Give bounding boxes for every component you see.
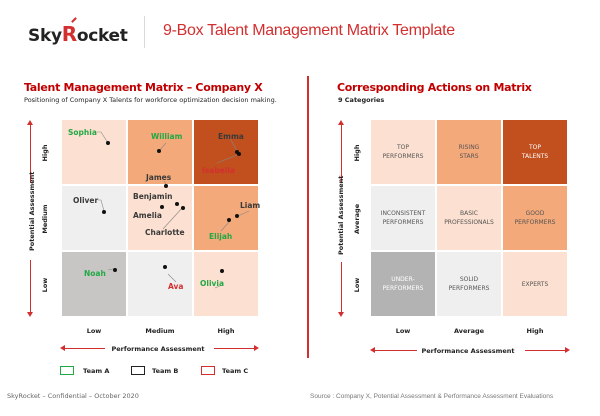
right-performance-axis-right-line bbox=[525, 350, 565, 351]
footer-confidential: SkyRocket – Confidential – October 2020 bbox=[7, 392, 139, 400]
talent-name-olivia: Olivia bbox=[200, 279, 225, 288]
legend-swatch-team-c bbox=[201, 366, 215, 375]
potential-axis-up-line bbox=[30, 125, 31, 183]
talent-marker-benjamin[interactable] bbox=[175, 202, 179, 206]
right-y-level-high: High bbox=[353, 144, 361, 162]
cell-low-medium bbox=[128, 252, 192, 316]
category-under-performers: UNDER- PERFORMERS bbox=[371, 252, 435, 316]
performance-axis-right-line bbox=[214, 348, 254, 349]
talent-marker-charlotte[interactable] bbox=[181, 206, 185, 210]
talent-name-charlotte: Charlotte bbox=[145, 228, 185, 237]
talent-name-isabella: Isabella bbox=[202, 166, 235, 175]
left-y-level-medium: Medium bbox=[41, 204, 49, 234]
talent-name-emma: Emma bbox=[218, 132, 244, 141]
talent-marker-liam[interactable] bbox=[235, 214, 239, 218]
left-x-level-high: High bbox=[217, 327, 235, 335]
logo-text-r: R bbox=[61, 22, 77, 46]
category-rising-stars: RISING STARS bbox=[437, 120, 501, 184]
category-good-performers: GOOD PERFORMERS bbox=[503, 186, 567, 250]
arrow-up-icon bbox=[27, 120, 33, 125]
left-x-axis-label: Performance Assessment bbox=[111, 345, 205, 353]
logo-text-ocket: ocket bbox=[76, 26, 128, 46]
talent-name-amelia: Amelia bbox=[133, 211, 162, 220]
legend-label-team-c: Team C bbox=[222, 367, 249, 375]
talent-name-ava: Ava bbox=[168, 282, 184, 291]
left-y-level-high: High bbox=[41, 144, 49, 162]
header-separator bbox=[144, 16, 145, 48]
performance-axis-left-line bbox=[65, 348, 105, 349]
skyrocket-logo: SkyRocket bbox=[28, 22, 128, 46]
section-divider bbox=[307, 76, 309, 358]
talent-marker-noah[interactable] bbox=[113, 268, 117, 272]
right-arrow-right-icon bbox=[565, 347, 570, 353]
arrow-right-icon bbox=[254, 345, 259, 351]
cell-medium-high bbox=[194, 186, 258, 250]
legend-swatch-team-b bbox=[131, 366, 145, 375]
right-arrow-up-icon bbox=[338, 120, 344, 125]
talent-name-oliver: Oliver bbox=[73, 196, 99, 205]
right-y-axis-label: Potential Assessment bbox=[337, 175, 345, 255]
legend-label-team-a: Team A bbox=[83, 367, 110, 375]
right-x-level-average: Average bbox=[453, 327, 485, 335]
cell-low-high bbox=[194, 252, 258, 316]
right-y-level-average: Average bbox=[353, 203, 361, 234]
left-y-axis-label: Potential Assessment bbox=[28, 171, 36, 251]
left-section-title: Talent Management Matrix – Company X bbox=[24, 81, 263, 94]
talent-marker-elijah[interactable] bbox=[227, 218, 231, 222]
talent-name-elijah: Elijah bbox=[209, 232, 233, 241]
talent-marker-william[interactable] bbox=[157, 149, 161, 153]
right-arrow-left-icon bbox=[370, 347, 375, 353]
right-y-level-low: Low bbox=[353, 277, 361, 293]
talent-name-noah: Noah bbox=[84, 269, 106, 278]
right-x-axis-label: Performance Assessment bbox=[421, 347, 515, 355]
talent-marker-olivia[interactable] bbox=[220, 269, 224, 273]
talent-name-sophia: Sophia bbox=[68, 128, 97, 137]
category-experts: EXPERTS bbox=[503, 252, 567, 316]
category-basic-professionals: BASIC PROFESSIONALS bbox=[437, 186, 501, 250]
right-section-title: Corresponding Actions on Matrix bbox=[337, 81, 532, 94]
category-top-talents: TOP TALENTS bbox=[503, 120, 567, 184]
category-solid-performers: SOLID PERFORMERS bbox=[437, 252, 501, 316]
page-title: 9-Box Talent Management Matrix Template bbox=[163, 22, 455, 39]
talent-marker-isabella[interactable] bbox=[237, 152, 241, 156]
left-x-level-low: Low bbox=[86, 327, 102, 335]
right-potential-axis-down-line bbox=[341, 262, 342, 313]
right-arrow-down-icon bbox=[338, 312, 344, 317]
right-x-level-low: Low bbox=[395, 327, 411, 335]
left-y-level-low: Low bbox=[41, 277, 49, 293]
logo-text-sky: Sky bbox=[28, 26, 62, 46]
talent-marker-sophia[interactable] bbox=[106, 141, 110, 145]
cell-high-high bbox=[194, 120, 258, 184]
right-performance-axis-left-line bbox=[375, 350, 417, 351]
talent-name-benjamin: Benjamin bbox=[133, 192, 173, 201]
talent-marker-amelia[interactable] bbox=[160, 205, 164, 209]
talent-marker-james[interactable] bbox=[164, 184, 168, 188]
arrow-left-icon bbox=[60, 345, 65, 351]
legend-label-team-b: Team B bbox=[152, 367, 179, 375]
cell-low-low bbox=[62, 252, 126, 316]
legend-swatch-team-a bbox=[60, 366, 74, 375]
right-potential-axis-up-line bbox=[341, 125, 342, 183]
left-x-level-medium: Medium bbox=[145, 327, 175, 335]
talent-name-james: James bbox=[146, 173, 172, 182]
right-x-level-high: High bbox=[526, 327, 544, 335]
category-top-performers: TOP PERFORMERS bbox=[371, 120, 435, 184]
talent-marker-ava[interactable] bbox=[163, 265, 167, 269]
potential-axis-down-line bbox=[30, 260, 31, 313]
cell-high-low bbox=[62, 120, 126, 184]
talent-name-william: William bbox=[151, 132, 183, 141]
cell-medium-low bbox=[62, 186, 126, 250]
arrow-down-icon bbox=[27, 312, 33, 317]
category-inconsistent-performers: INCONSISTENT PERFORMERS bbox=[371, 186, 435, 250]
left-section-subtitle: Positioning of Company X Talents for wor… bbox=[24, 96, 277, 104]
footer-source: Source : Company X, Potential Assessment… bbox=[310, 393, 554, 400]
talent-name-liam: Liam bbox=[240, 201, 261, 210]
talent-marker-oliver[interactable] bbox=[102, 210, 106, 214]
right-section-subtitle: 9 Categories bbox=[338, 96, 385, 104]
